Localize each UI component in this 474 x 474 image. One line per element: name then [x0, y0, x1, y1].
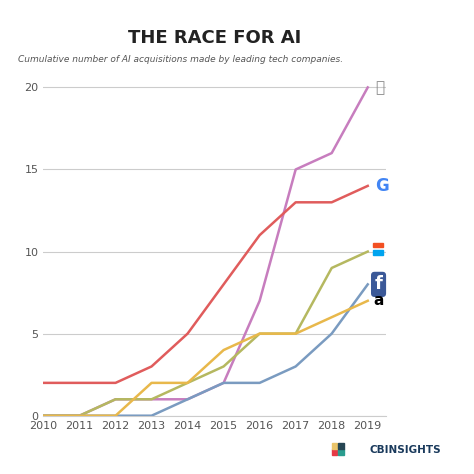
FancyBboxPatch shape [388, 250, 398, 255]
Text: G: G [375, 177, 389, 195]
Text: CBINSIGHTS: CBINSIGHTS [370, 445, 441, 455]
Title: THE RACE FOR AI: THE RACE FOR AI [128, 29, 301, 47]
FancyBboxPatch shape [373, 250, 383, 255]
Text: a: a [374, 293, 384, 308]
Text: 🍎: 🍎 [375, 80, 384, 95]
FancyBboxPatch shape [388, 243, 398, 247]
Text: f: f [374, 275, 383, 293]
FancyBboxPatch shape [373, 243, 383, 247]
Text: Cumulative number of AI acquisitions made by leading tech companies.: Cumulative number of AI acquisitions mad… [18, 55, 343, 64]
